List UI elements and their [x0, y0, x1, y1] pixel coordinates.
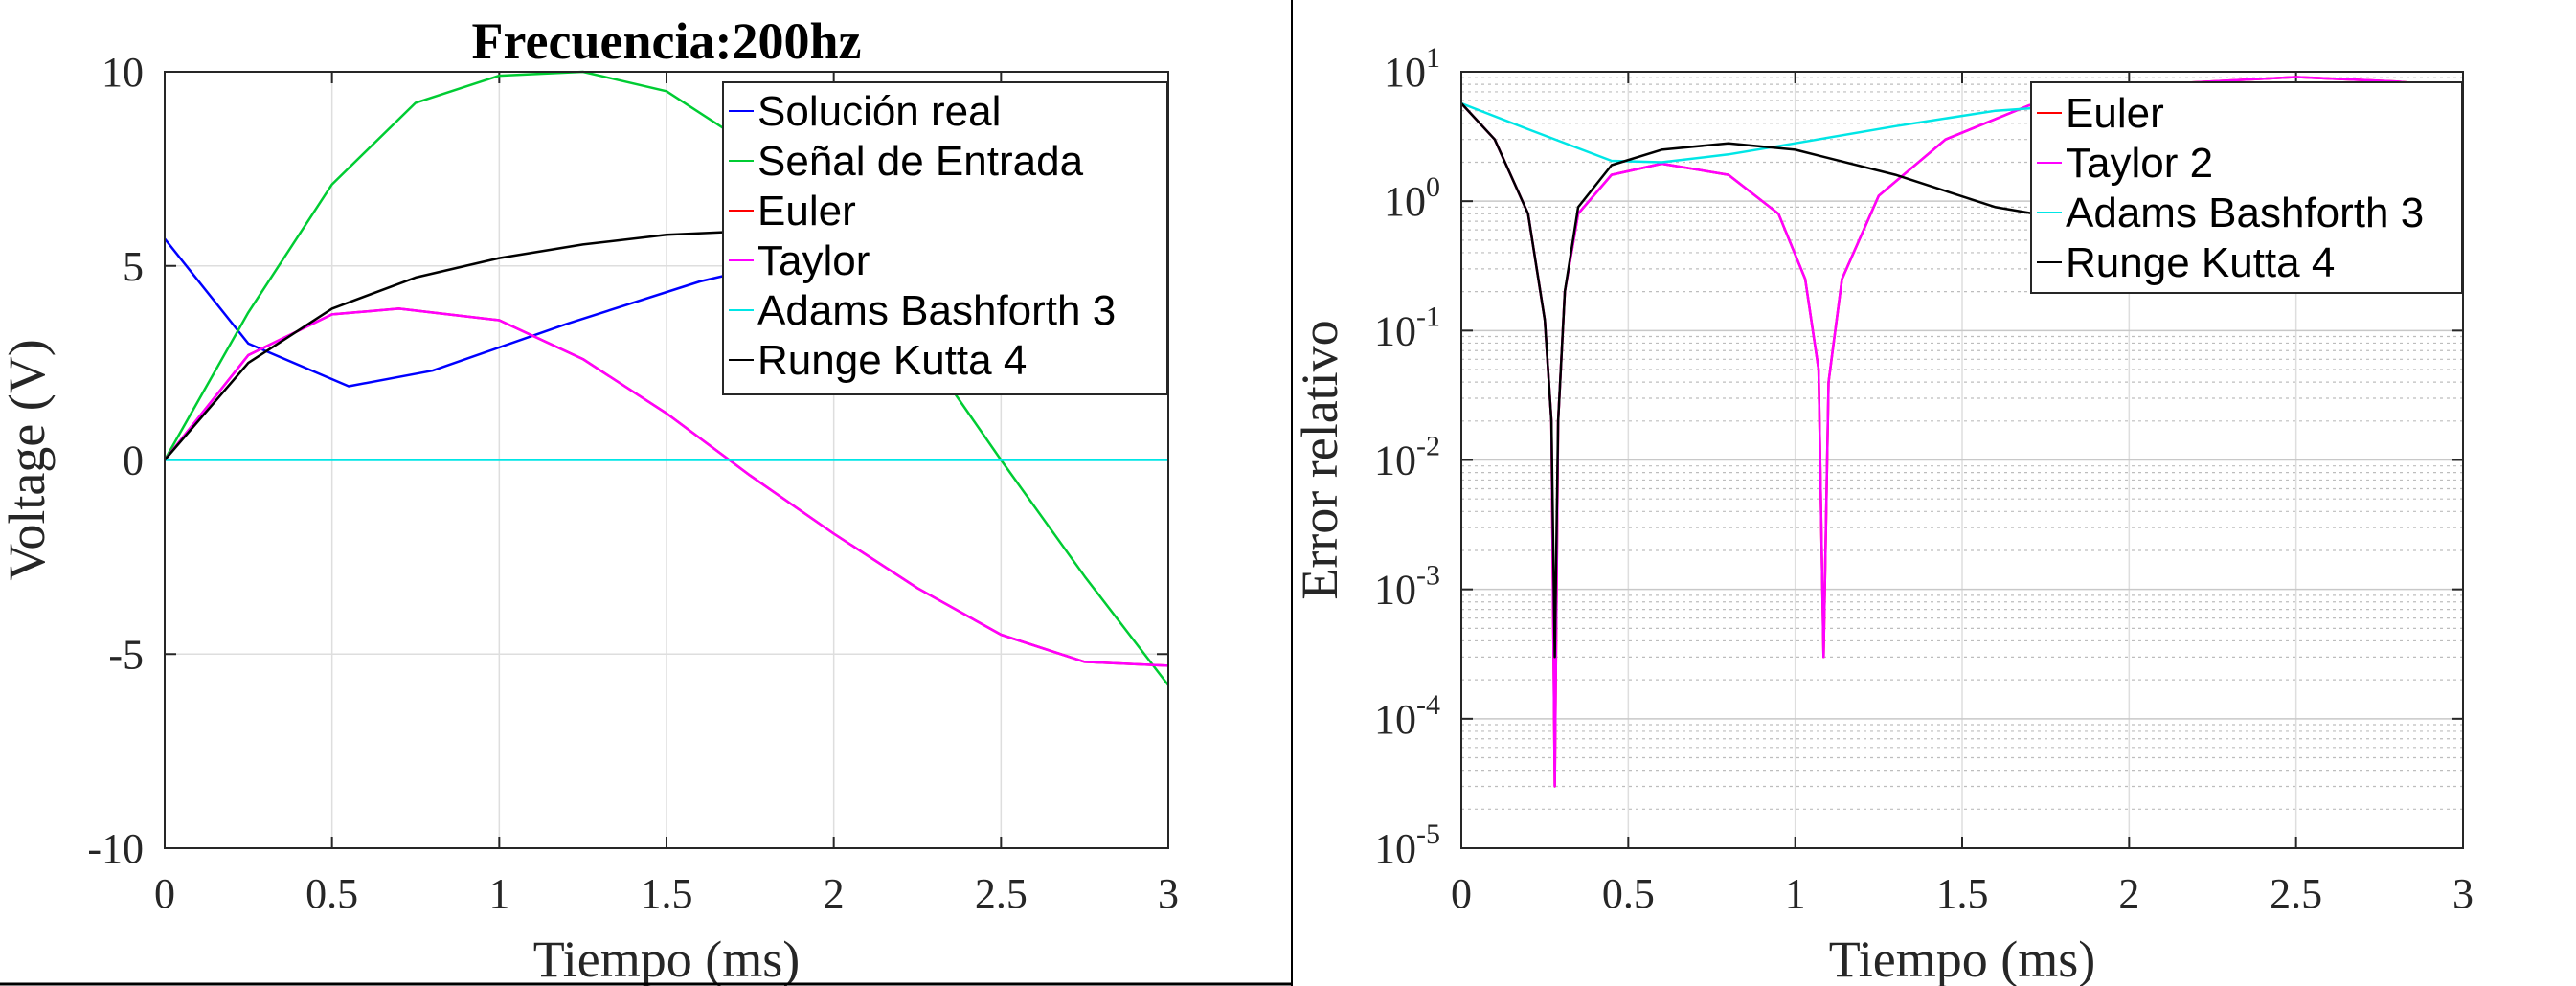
x-tick-label: 3: [2452, 870, 2474, 917]
y-tick-label: 10-2: [1374, 431, 1440, 484]
y-axis-label: Error relativo: [1291, 320, 1348, 599]
y-tick-base: 10: [1374, 567, 1416, 614]
x-tick-label: 1: [488, 870, 509, 917]
y-tick-exponent: -5: [1416, 818, 1440, 850]
legend-label: Runge Kutta 4: [757, 337, 1027, 384]
legend-label: Solución real: [757, 88, 1001, 135]
y-tick-exponent: 1: [1426, 42, 1440, 74]
y-tick-exponent: 0: [1426, 171, 1440, 203]
legend-label: Taylor 2: [2066, 140, 2213, 187]
x-tick-label: 2.5: [2270, 870, 2322, 917]
x-axis-label: Tiempo (ms): [1829, 930, 2096, 986]
legend-label: Adams Bashforth 3: [757, 287, 1116, 334]
series-line-3: [1460, 102, 2464, 659]
plot-frame: [164, 71, 1169, 849]
legend-label: Taylor: [757, 237, 870, 284]
x-tick-label: 0: [1451, 870, 1472, 917]
y-tick-base: 10: [1374, 825, 1416, 872]
y-tick-base: 10: [1384, 49, 1426, 96]
y-tick-label: 0: [123, 437, 144, 484]
chart-relative-error: 0 0.5 1 1.5 2 2.5 310110010-110-210-310-410-5E…: [1291, 42, 2474, 986]
x-axis-label: Tiempo (ms): [533, 930, 801, 986]
legend-label: Euler: [757, 188, 856, 235]
y-tick-label: 10-5: [1374, 818, 1440, 872]
x-tick-label: 1.5: [641, 870, 693, 917]
y-tick-exponent: -2: [1416, 431, 1440, 462]
y-axis-label: Voltage (V): [0, 339, 56, 580]
x-tick-label: 2: [824, 870, 845, 917]
y-tick-exponent: -1: [1416, 301, 1440, 332]
chart-voltage: 0 0.5 1 1.5 2 2.5 3 -10 -5 0 5 10 Solución realSeñal…: [0, 12, 1179, 986]
x-tick-label: 3: [1158, 870, 1179, 917]
legend-box: [2030, 81, 2463, 294]
series-line-3: [164, 307, 1169, 667]
y-tick-label: 10: [102, 49, 144, 96]
x-tick-label: 1: [1785, 870, 1806, 917]
y-tick-label: 101: [1384, 42, 1440, 96]
y-tick-base: 10: [1384, 178, 1426, 225]
legend-box: [722, 81, 1168, 395]
legend-label: Runge Kutta 4: [2066, 239, 2335, 286]
legend-label: Señal de Entrada: [757, 138, 1084, 185]
y-tick-exponent: -3: [1416, 560, 1440, 592]
legend-label: Adams Bashforth 3: [2066, 190, 2424, 236]
y-tick-label: -5: [108, 631, 144, 678]
x-tick-label: 0: [154, 870, 175, 917]
y-tick-label: 100: [1384, 171, 1440, 225]
x-tick-label: 2: [2118, 870, 2139, 917]
y-tick-label: 10-3: [1374, 560, 1440, 614]
x-tick-label: 0.5: [305, 870, 358, 917]
y-tick-label: 10-4: [1374, 689, 1440, 743]
legend-label: Euler: [2066, 90, 2164, 137]
y-tick-exponent: -4: [1416, 689, 1440, 721]
y-tick-label: -10: [87, 825, 144, 872]
x-tick-label: 1.5: [1936, 870, 1989, 917]
y-tick-label: 5: [123, 243, 144, 290]
y-tick-base: 10: [1374, 696, 1416, 743]
plot-frame: [1460, 71, 2464, 849]
y-tick-base: 10: [1374, 437, 1416, 484]
chart-title: Frecuencia:200hz: [472, 12, 862, 70]
y-tick-label: 10-1: [1374, 301, 1440, 354]
y-tick-base: 10: [1374, 307, 1416, 354]
x-tick-label: 0.5: [1602, 870, 1655, 917]
x-tick-label: 2.5: [975, 870, 1028, 917]
